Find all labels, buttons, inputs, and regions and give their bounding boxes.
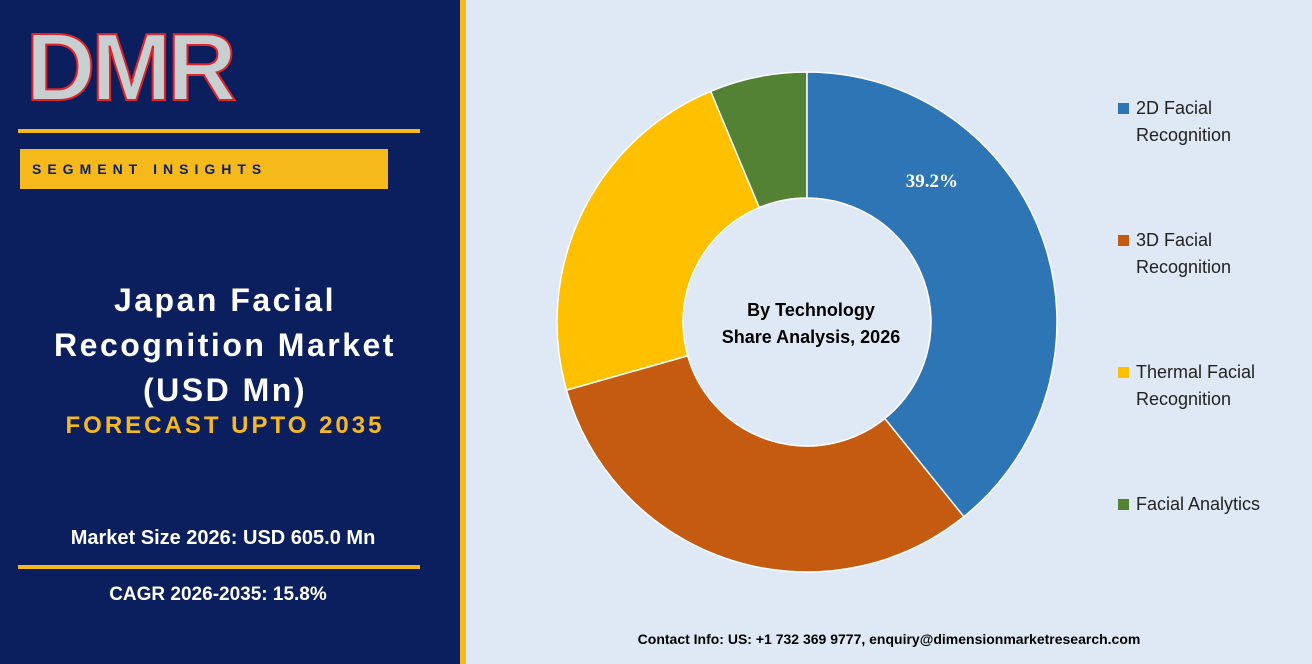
badge: SEGMENT INSIGHTS xyxy=(20,149,388,189)
legend-label: Thermal Facial Recognition xyxy=(1136,362,1256,409)
logo: DMR xyxy=(25,14,238,121)
title: Japan Facial Recognition Market (USD Mn) xyxy=(54,282,396,408)
legend-swatch xyxy=(1118,367,1129,378)
legend-item: 3D Facial Recognition xyxy=(1118,227,1296,281)
data-label: 39.2% xyxy=(906,171,958,192)
chart-title: By Technology xyxy=(747,300,875,320)
legend-swatch xyxy=(1118,103,1129,114)
legend-label: 3D Facial Recognition xyxy=(1136,230,1232,277)
legend-swatch xyxy=(1118,235,1129,246)
donut-segment xyxy=(556,90,761,392)
side-panel xyxy=(0,0,466,664)
chart-subtitle: Share Analysis, 2026 xyxy=(722,327,900,347)
divider xyxy=(18,565,420,569)
legend-item: Thermal Facial Recognition xyxy=(1118,359,1296,413)
legend-item: Facial Analytics xyxy=(1118,491,1296,518)
forecast: FORECAST UPTO 2035 xyxy=(65,412,385,439)
legend-swatch xyxy=(1118,499,1129,510)
donut-segment xyxy=(565,354,965,573)
divider xyxy=(18,129,420,133)
contact: Contact Info: US: +1 732 369 9777, enqui… xyxy=(637,631,1141,647)
legend-label: Facial Analytics xyxy=(1136,494,1261,514)
legend-label: 2D Facial Recognition xyxy=(1136,98,1232,145)
legend-item: 2D Facial Recognition xyxy=(1118,95,1296,149)
market-size: Market Size 2026: USD 605.0 Mn xyxy=(70,527,376,549)
cagr: CAGR 2026-2035: 15.8% xyxy=(109,584,327,605)
donut-segment xyxy=(806,71,1058,518)
